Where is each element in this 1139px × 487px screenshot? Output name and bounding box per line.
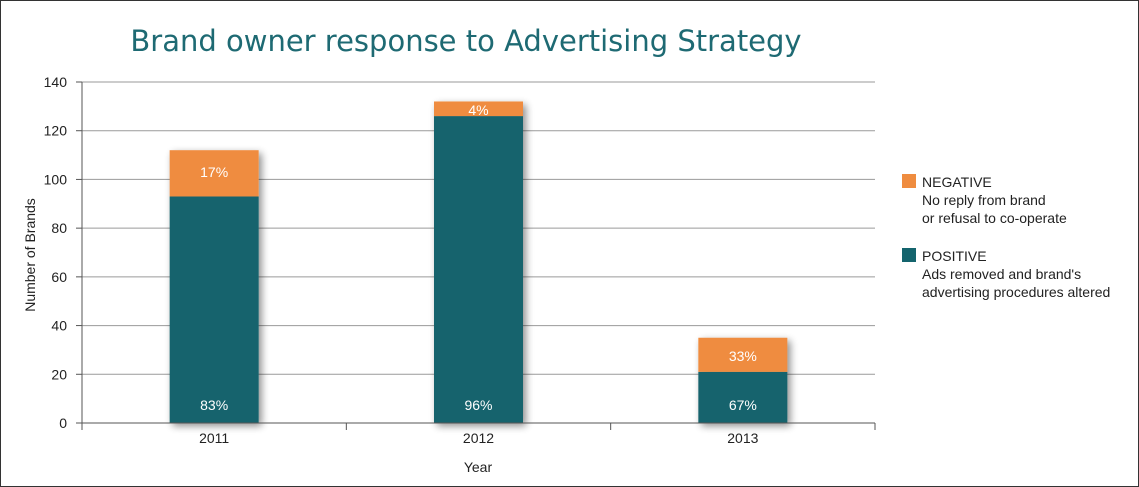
- data-label-negative-2013: 33%: [729, 348, 757, 364]
- data-label-negative-2011: 17%: [200, 164, 228, 180]
- y-axis-label: Number of Brands: [22, 198, 38, 312]
- legend-name-negative: NEGATIVE: [922, 174, 992, 190]
- y-tick-label-60: 60: [51, 269, 67, 285]
- bar-positive-2012: [434, 116, 523, 423]
- legend-desc-positive-1: advertising procedures altered: [922, 284, 1110, 300]
- axes: 0 20 40 60 80 100 120 140 2011 2012 2013: [44, 74, 876, 446]
- data-label-negative-2012: 4%: [468, 102, 488, 118]
- bar-positive-2013: [698, 371, 788, 423]
- legend-desc-negative-1: or refusal to co-operate: [922, 210, 1067, 226]
- legend-swatch-positive: [902, 248, 916, 262]
- legend-desc-negative-0: No reply from brand: [922, 192, 1046, 208]
- y-tick-label-140: 140: [44, 74, 68, 90]
- x-tick-label-2013: 2013: [727, 430, 758, 446]
- data-label-positive-2012: 96%: [464, 397, 492, 413]
- bar-negative-2011: [169, 150, 259, 197]
- bar-stack-2013: [698, 337, 788, 423]
- bar-stack-2011: [169, 150, 259, 423]
- chart-title: Brand owner response to Advertising Stra…: [130, 24, 801, 58]
- bar-negative-2012: [434, 101, 523, 117]
- y-tick-label-80: 80: [51, 220, 67, 236]
- y-tick-label-0: 0: [59, 415, 67, 431]
- legend-name-positive: POSITIVE: [922, 248, 987, 264]
- bar-stack-2012: [434, 101, 523, 423]
- bar-positive-2011: [169, 196, 259, 423]
- x-tick-label-2012: 2012: [463, 430, 494, 446]
- legend-swatch-negative: [902, 174, 916, 188]
- y-tick-label-20: 20: [51, 366, 67, 382]
- data-label-positive-2011: 83%: [200, 397, 228, 413]
- legend-desc-positive-0: Ads removed and brand's: [922, 266, 1081, 282]
- y-tick-label-120: 120: [44, 123, 68, 139]
- data-label-positive-2013: 67%: [729, 397, 757, 413]
- y-tick-label-40: 40: [51, 318, 67, 334]
- y-tick-label-100: 100: [44, 171, 68, 187]
- bar-negative-2013: [698, 337, 788, 372]
- x-axis-label: Year: [464, 459, 493, 475]
- legend: NEGATIVE No reply from brand or refusal to…: [902, 174, 1110, 300]
- bars: 83% 17% 96% 4% 67% 33%: [169, 101, 788, 423]
- x-tick-label-2011: 2011: [199, 430, 229, 446]
